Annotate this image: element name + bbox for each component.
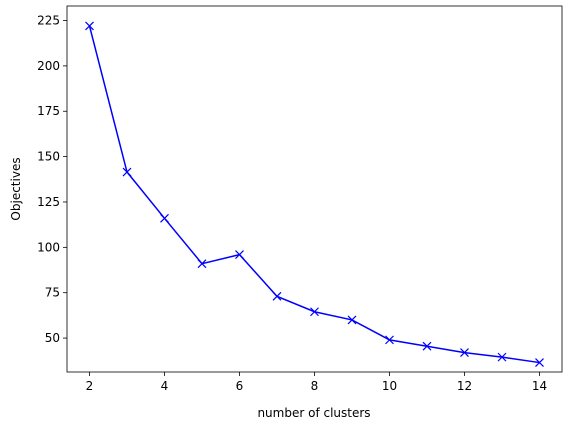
marker (85, 21, 94, 31)
marker (160, 213, 169, 223)
marker (272, 291, 282, 301)
marker (535, 358, 544, 367)
marker (310, 307, 319, 317)
x-tick-label: 4 (161, 379, 169, 393)
plot-frame (66, 5, 563, 373)
marker (347, 315, 357, 325)
y-tick-label: 175 (37, 104, 60, 118)
x-tick-label: 12 (457, 379, 472, 393)
y-axis-label: Objectives (9, 157, 23, 220)
x-tick-label: 10 (382, 379, 397, 393)
y-tick-label: 150 (37, 150, 60, 164)
x-tick-label: 14 (532, 379, 547, 393)
y-tick-label: 50 (45, 331, 60, 345)
marker (122, 167, 132, 177)
y-tick-label: 75 (45, 286, 60, 300)
marker (422, 341, 432, 351)
marker (460, 348, 469, 358)
y-tick-label: 200 (37, 59, 60, 73)
x-axis-label: number of clusters (257, 406, 370, 420)
x-tick-label: 8 (311, 379, 319, 393)
x-tick-label: 6 (236, 379, 244, 393)
marker (385, 335, 394, 345)
x-tick-label: 2 (86, 379, 94, 393)
y-tick-label: 100 (37, 240, 60, 254)
marker (497, 352, 507, 362)
y-tick-label: 225 (37, 14, 60, 28)
y-tick-label: 125 (37, 195, 60, 209)
marker (197, 259, 207, 269)
marker (235, 250, 244, 260)
